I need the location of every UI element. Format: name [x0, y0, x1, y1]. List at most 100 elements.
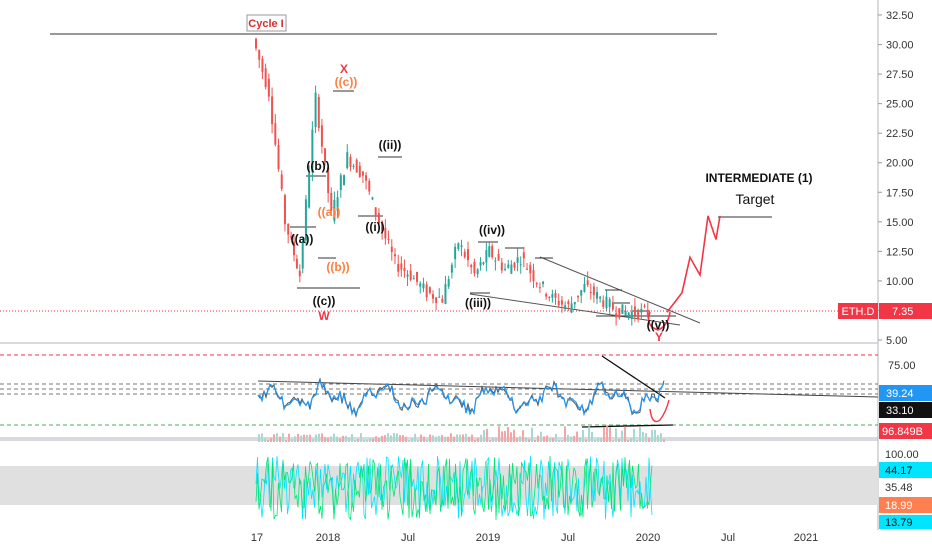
- candle-body: [290, 236, 293, 238]
- candle-body: [516, 257, 519, 263]
- volume-bar: [303, 434, 305, 442]
- volume-bar: [537, 435, 539, 442]
- candle-body: [564, 305, 567, 310]
- price-candles: [255, 37, 649, 326]
- volume-bar: [285, 439, 287, 442]
- volume-bar: [399, 435, 401, 442]
- wave-label-c: ((c)): [313, 294, 336, 308]
- candle-body: [630, 311, 633, 320]
- candle-body: [365, 175, 368, 181]
- candle-body: [304, 199, 307, 241]
- volume-bar: [315, 434, 317, 442]
- volume-bar: [597, 437, 599, 442]
- volume-bar: [618, 438, 620, 442]
- candle-body: [560, 300, 563, 305]
- volume-bar: [645, 433, 647, 442]
- volume-bar: [663, 439, 665, 442]
- volume-bar: [318, 433, 320, 442]
- symbol-badge-label: ETH.D: [842, 306, 875, 318]
- osc-trendline: [257, 380, 879, 398]
- price-tick-label: 32.50: [886, 10, 914, 22]
- candle-body: [374, 207, 377, 216]
- candle-body: [633, 306, 636, 316]
- candle-body: [349, 156, 352, 167]
- candle-body: [510, 264, 513, 274]
- candle-body: [522, 252, 525, 259]
- candle-body: [463, 251, 466, 258]
- volume-bar: [357, 438, 359, 442]
- candle-body: [637, 309, 640, 320]
- candle-body: [271, 96, 274, 125]
- candle-body: [431, 294, 434, 299]
- candle-body: [267, 78, 270, 97]
- candle-body: [320, 125, 323, 147]
- volume-bar: [384, 435, 386, 442]
- volume-bar: [324, 437, 326, 442]
- candle-body: [507, 264, 510, 268]
- candle-body: [646, 309, 649, 316]
- volume-bar: [648, 437, 650, 442]
- volume-bar: [309, 434, 311, 442]
- volume-bar: [423, 436, 425, 442]
- volume-bar: [372, 438, 374, 442]
- candle-body: [583, 283, 586, 292]
- wave-label-a-orange: ((a)): [318, 205, 341, 219]
- candle-body: [298, 270, 301, 277]
- candle-body: [482, 262, 485, 264]
- volume-bar: [447, 436, 449, 442]
- osc-projection-hook: [649, 399, 670, 423]
- osc-gray-line: [257, 377, 665, 418]
- volume-bar: [351, 434, 353, 442]
- volume-bar: [261, 433, 263, 442]
- volume-bar: [270, 438, 272, 442]
- lower-badge-3-label: 13.79: [885, 517, 913, 529]
- candle-body: [339, 175, 342, 190]
- candle-body: [494, 260, 497, 262]
- candle-body: [519, 264, 522, 266]
- lower-oscillator-series: [255, 455, 653, 521]
- candle-body: [470, 264, 473, 268]
- candle-body: [301, 242, 304, 269]
- candle-body: [557, 300, 560, 306]
- candle-body: [457, 243, 460, 249]
- volume-bar: [552, 437, 554, 442]
- lower-tick-35: 35.48: [885, 482, 913, 494]
- volume-bar: [414, 433, 416, 442]
- volume-bar: [369, 437, 371, 442]
- candle-body: [422, 283, 425, 289]
- volume-bar: [363, 439, 365, 442]
- lower-badge-1: [879, 462, 932, 478]
- volume-bar: [288, 433, 290, 442]
- wave-label-i: ((i)): [365, 220, 384, 234]
- candle-body: [466, 249, 469, 261]
- time-tick-label: Jul: [401, 532, 415, 544]
- lower-green-line: [255, 455, 653, 521]
- volume-bar: [600, 437, 602, 442]
- candle-body: [450, 264, 453, 273]
- volume-bar: [516, 437, 518, 442]
- candle-body: [368, 180, 371, 192]
- volume-bar: [639, 427, 641, 442]
- volume-bar: [477, 437, 479, 442]
- volume-bar: [540, 431, 542, 442]
- osc-badge-3: [879, 423, 932, 439]
- wave-label-w: W: [318, 309, 330, 323]
- volume-bar: [621, 430, 623, 442]
- volume-bar: [594, 439, 596, 442]
- candle-body: [497, 253, 500, 261]
- volume-bar: [633, 429, 635, 442]
- volume-bar: [561, 439, 563, 442]
- symbol-badge: [838, 303, 878, 319]
- candle-body: [476, 269, 479, 275]
- volume-bar: [321, 433, 323, 442]
- time-tick-label: 2021: [794, 532, 818, 544]
- volume-bar: [585, 439, 587, 442]
- wedge-lower-trendline: [469, 293, 681, 326]
- volume-bar: [615, 428, 617, 442]
- volume-bar: [492, 438, 494, 442]
- volume-bar: [567, 434, 569, 442]
- price-tick-label: 30.00: [886, 40, 914, 52]
- wave-label-iii: ((iii)): [465, 296, 491, 310]
- volume-bar: [273, 434, 275, 442]
